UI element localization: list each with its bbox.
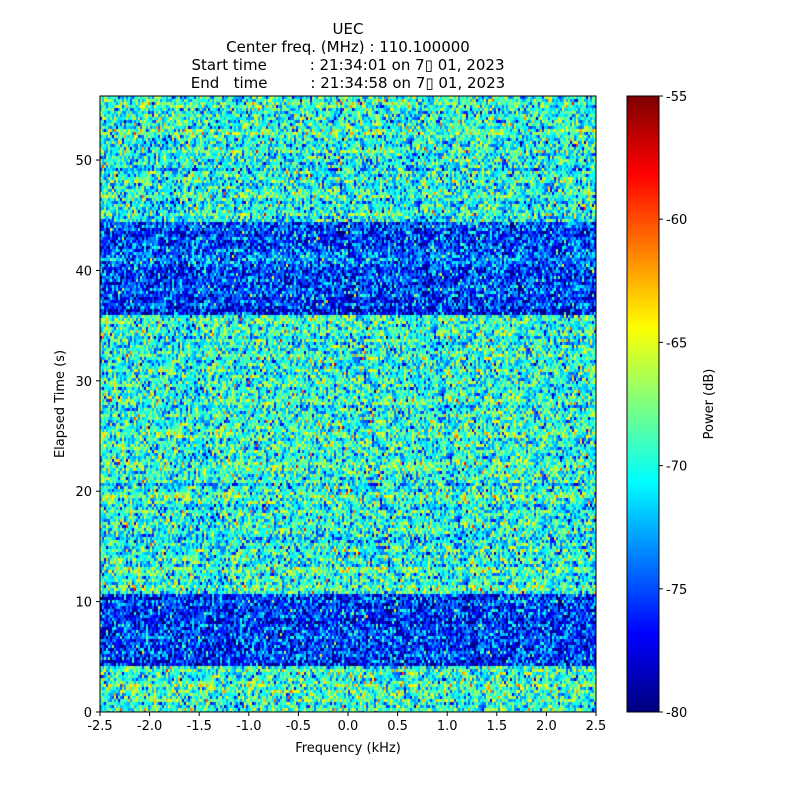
title-line-3: Start time : 21:34:01 on 7▯ 01, 2023 [191, 56, 505, 74]
x-tick-label: 0.5 [387, 719, 408, 734]
colorbar-frame [626, 95, 660, 713]
y-tick-label: 0 [84, 706, 92, 721]
x-tick-label: -2.5 [87, 719, 112, 734]
y-tick-label: 20 [75, 485, 92, 500]
colorbar-tick-label: -55 [666, 90, 687, 105]
colorbar [627, 96, 659, 712]
x-axis-label: Frequency (kHz) [295, 741, 401, 756]
x-tick-label: -1.5 [187, 719, 212, 734]
x-tick-label: -2.0 [137, 719, 162, 734]
x-tick-label: 2.0 [536, 719, 557, 734]
x-tick-label: 0.0 [338, 719, 359, 734]
colorbar-label: Power (dB) [702, 369, 717, 440]
colorbar-tick-label: -60 [666, 213, 687, 228]
x-tick-label: -1.0 [236, 719, 261, 734]
y-tick-label: 40 [75, 264, 92, 279]
title-line-4: End time : 21:34:58 on 7▯ 01, 2023 [190, 74, 506, 92]
x-tick-label: 1.5 [486, 719, 507, 734]
x-tick-label: 1.0 [437, 719, 458, 734]
title-line-2: Center freq. (MHz) : 110.100000 [226, 38, 470, 56]
y-tick-label: 30 [75, 375, 92, 390]
colorbar-tick-label: -65 [666, 336, 687, 351]
colorbar-tick-label: -70 [666, 460, 687, 475]
y-tick-label: 50 [75, 154, 92, 169]
colorbar-tick-label: -75 [666, 583, 687, 598]
spectrogram-heatmap [100, 96, 596, 712]
plot-frame [99, 95, 597, 713]
x-tick-label: -0.5 [286, 719, 311, 734]
y-axis-label: Elapsed Time (s) [53, 350, 68, 458]
x-tick-label: 2.5 [586, 719, 607, 734]
colorbar-tick-label: -80 [666, 706, 687, 721]
y-tick-label: 10 [75, 596, 92, 611]
title-line-1: UEC [332, 20, 364, 38]
